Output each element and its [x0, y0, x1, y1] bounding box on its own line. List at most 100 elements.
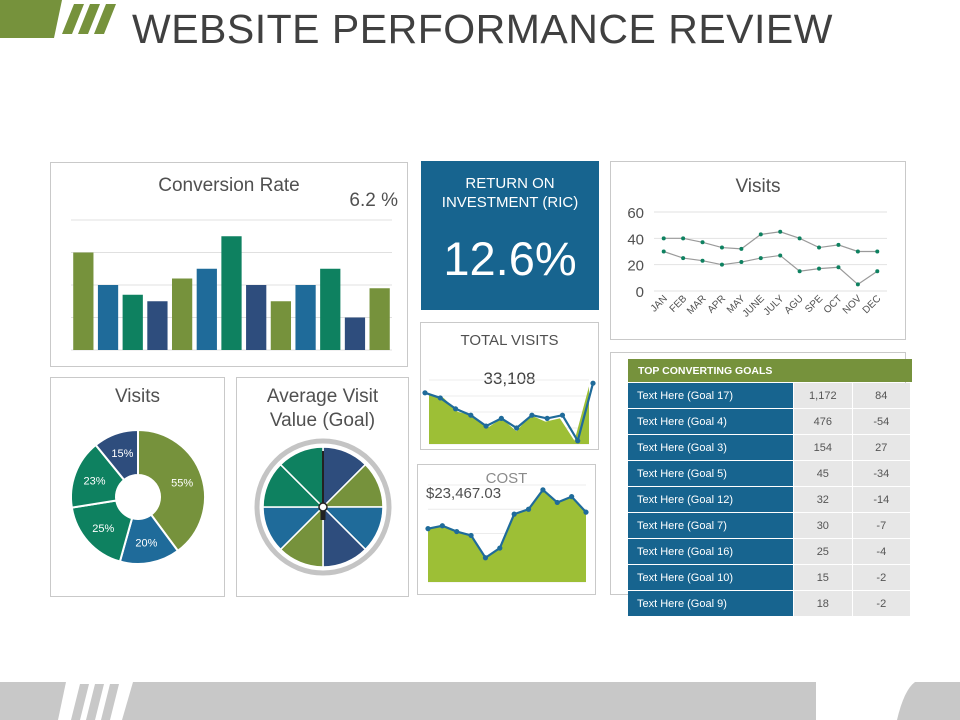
visits-donut-chart: 55% 20% 25% 23% 15%: [70, 428, 206, 565]
visits-line-point: [855, 249, 860, 254]
conversion-bar: [320, 268, 341, 350]
visits-line-xtick: DEC: [861, 293, 884, 316]
goals-row-value: 25: [793, 538, 853, 565]
goals-row-label: Text Here (Goal 5): [628, 460, 795, 487]
conversion-bar: [97, 285, 119, 350]
cost-point: [439, 523, 445, 529]
footer-stripe-2: [86, 684, 104, 720]
goals-row-change: -34: [852, 460, 910, 487]
conversion-bar: [295, 285, 316, 350]
visits-line-point: [778, 229, 783, 234]
visits-donut-label: 23%: [84, 475, 106, 487]
conversion-rate-value: 6.2 %: [349, 190, 398, 211]
goals-title: TOP CONVERTING GOALS: [638, 365, 773, 377]
goals-row: Text Here (Goal 3) 154 27: [628, 434, 910, 461]
page-title: WEBSITE PERFORMANCE REVIEW: [132, 6, 833, 52]
conversion-rate-panel: Conversion Rate 6.2 %: [50, 162, 408, 367]
header-stripe-2: [78, 4, 100, 34]
visits-line-ytick: 40: [627, 231, 644, 248]
conversion-bar: [73, 252, 94, 350]
total-visits-point: [559, 412, 566, 418]
total-visits-point: [422, 390, 428, 396]
visits-donut-label: 25%: [92, 523, 114, 535]
visits-line-point: [817, 245, 822, 250]
goals-row: Text Here (Goal 5) 45 -34: [628, 460, 910, 487]
visits-pie-title: Visits: [114, 386, 161, 407]
conversion-bar: [221, 236, 242, 350]
conversion-bar: [171, 278, 193, 350]
visits-donut-slice: [137, 428, 206, 553]
visits-line-xtick: AGU: [783, 293, 806, 316]
goals-row: Text Here (Goal 12) 32 -14: [628, 486, 910, 513]
goals-row: Text Here (Goal 17) 1,172 84: [628, 383, 910, 409]
total-visits-area: [429, 386, 589, 444]
cost-area: [428, 489, 586, 582]
visits-pie-panel: Visits 55% 20% 25% 23% 15%: [50, 377, 225, 597]
goals-row-change: 27: [852, 434, 910, 461]
header-stripe-3: [94, 4, 116, 34]
goals-row-value: 15: [793, 564, 853, 591]
goals-row-value: 32: [793, 486, 853, 513]
cost-point: [540, 487, 546, 493]
footer-bar: [122, 682, 816, 720]
header-stripe-1: [62, 4, 84, 34]
visits-line-point: [700, 258, 705, 263]
visits-line-point: [681, 256, 686, 261]
visits-donut-slice: [70, 443, 126, 509]
visits-line-point: [739, 260, 744, 265]
visits-line-ytick: 60: [627, 205, 644, 222]
cost-panel: COST $23,467.03: [417, 464, 596, 595]
total-visits-title: TOTAL VISITS: [460, 332, 559, 349]
goals-row-change: -4: [852, 538, 910, 565]
goals-header: TOP CONVERTING GOALS: [628, 359, 912, 382]
visits-donut-label: 55%: [171, 477, 193, 489]
roi-title: RETURN ON INVESTMENT (RIC): [441, 175, 579, 211]
visits-line-point: [875, 269, 880, 274]
avg-visit-title-1: Average Visit: [266, 386, 379, 407]
goals-row-label: Text Here (Goal 16): [628, 538, 795, 565]
gauge-ring: [254, 438, 392, 576]
visits-line-point: [719, 245, 724, 250]
header-decoration: [0, 0, 116, 38]
avg-visit-gauge: [254, 438, 392, 576]
conversion-bar: [122, 294, 143, 350]
goals-row-value: 30: [793, 512, 853, 539]
goals-row-label: Text Here (Goal 7): [628, 512, 795, 539]
gauge-hub: [318, 502, 328, 512]
visits-line-ytick: 20: [627, 258, 644, 275]
visits-line-xtick: JULY: [762, 293, 787, 318]
goals-row-label: Text Here (Goal 4): [628, 408, 795, 435]
total-visits-point: [468, 412, 474, 418]
cost-point: [468, 532, 474, 539]
visits-line-point: [661, 236, 666, 241]
total-visits-point: [529, 412, 535, 418]
total-visits-point: [575, 438, 581, 444]
visits-line-ytick: 0: [636, 284, 644, 301]
goals-row-change: -7: [852, 512, 910, 539]
visits-line-point: [700, 240, 705, 245]
goals-row-change: 84: [852, 383, 910, 409]
visits-line-point: [797, 269, 802, 274]
visits-donut-label: 20%: [135, 538, 157, 550]
header-green-block: [0, 0, 62, 38]
total-visits-point: [452, 406, 459, 412]
visits-line-point: [836, 242, 841, 247]
visits-line-xtick: JUNE: [741, 293, 767, 319]
visits-line-xtick: SPE: [803, 293, 825, 315]
conversion-bar: [344, 317, 366, 350]
goals-row-value: 1,172: [793, 383, 853, 409]
conversion-bar: [369, 288, 390, 350]
goals-row: Text Here (Goal 10) 15 -2: [628, 564, 910, 591]
visits-line-point: [758, 256, 763, 261]
visits-line-point: [661, 249, 666, 254]
total-visits-point: [437, 395, 443, 401]
visits-line-point: [778, 253, 783, 258]
roi-value: 12.6%: [443, 232, 577, 285]
visits-line-point: [855, 282, 860, 287]
visits-line-chart: 0204060JANFEBMARAPRMAYJUNEJULYAGUSPEOCTN…: [627, 205, 887, 320]
conversion-bar-chart: [71, 219, 392, 351]
total-visits-point: [590, 380, 596, 386]
goals-row: Text Here (Goal 16) 25 -4: [628, 538, 910, 565]
cost-point: [511, 511, 517, 517]
visits-line-point: [739, 246, 744, 251]
